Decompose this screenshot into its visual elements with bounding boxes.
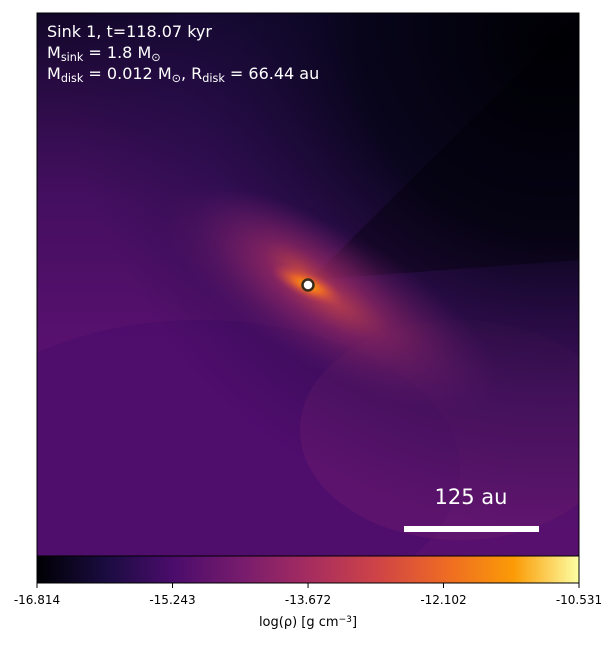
- text-part: Sink 1, t=118.07 kyr: [47, 22, 212, 41]
- subscript: disk: [61, 72, 84, 85]
- tick-label: -10.531: [556, 593, 602, 607]
- annotation: Msink = 1.8 M⊙: [47, 43, 161, 64]
- text-part: , R: [181, 64, 202, 83]
- scale-bar-label: 125 au: [435, 485, 508, 509]
- colorbar-axis: -16.814 -15.243 -13.672 -12.102 -10.531: [14, 583, 602, 607]
- annotation: Sink 1, t=118.07 kyr: [47, 22, 212, 41]
- text-part: log(ρ) [g cm: [259, 615, 339, 630]
- scale-bar: [404, 526, 539, 532]
- density-map: [37, 13, 579, 556]
- tick-label: -13.672: [285, 593, 331, 607]
- text-part: M: [47, 43, 61, 62]
- text-part: M: [47, 64, 61, 83]
- tick-label: -15.243: [149, 593, 195, 607]
- subscript: ⊙: [151, 51, 160, 64]
- subscript: sink: [61, 51, 84, 64]
- colorbar-label: log(ρ) [g cm−3]: [259, 615, 357, 630]
- subscript: ⊙: [172, 72, 181, 85]
- colorbar: [36, 555, 580, 584]
- text-part: ]: [352, 615, 357, 630]
- text-part: = 0.012 M: [83, 64, 171, 83]
- subscript: disk: [202, 72, 225, 85]
- supscript: −3: [339, 615, 353, 625]
- tick-label: -16.814: [14, 593, 60, 607]
- tick-label: -12.102: [420, 593, 466, 607]
- text-part: = 1.8 M: [83, 43, 151, 62]
- sink: [301, 278, 315, 292]
- annotation: Mdisk = 0.012 M⊙, Rdisk = 66.44 au: [47, 64, 319, 85]
- text-part: = 66.44 au: [225, 64, 319, 83]
